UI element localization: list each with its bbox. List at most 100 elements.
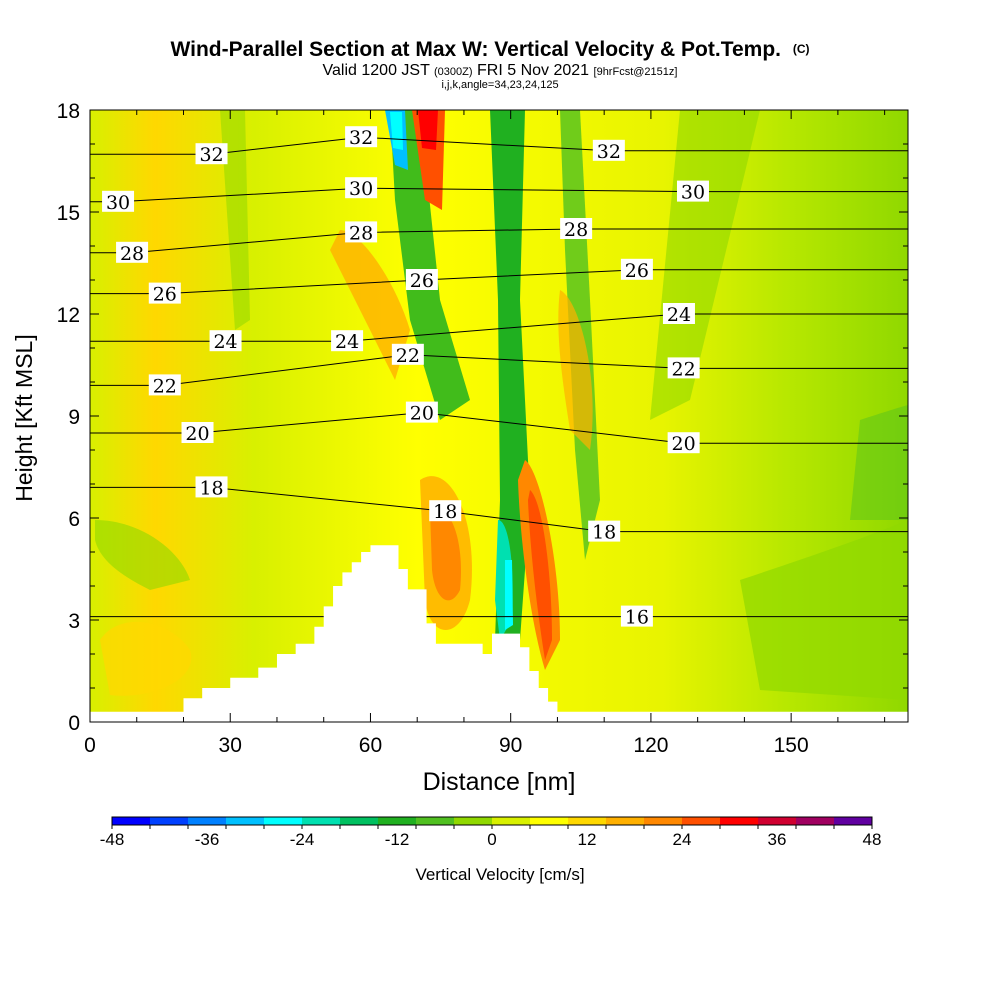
colorbar-tick-label: -36 <box>195 830 220 849</box>
colorbar-swatch <box>758 817 797 825</box>
colorbar-swatch <box>720 817 759 825</box>
colorbar-swatch <box>340 817 379 825</box>
x-tick-label: 60 <box>359 734 382 757</box>
updraft-lower-main-core <box>528 490 552 660</box>
isentrope-label: 20 <box>667 432 700 455</box>
isentrope-label: 28 <box>116 241 149 265</box>
colorbar-label: Vertical Velocity [cm/s] <box>415 865 584 884</box>
isentrope-label: 18 <box>429 500 462 523</box>
y-tick-label: 15 <box>57 202 80 225</box>
colorbar-tick-label: 12 <box>578 830 597 849</box>
colorbar-swatch <box>454 817 493 825</box>
y-axis-label: Height [Kft MSL] <box>11 334 37 501</box>
svg-text:20: 20 <box>185 423 209 445</box>
colorbar-swatch <box>492 817 531 825</box>
svg-text:24: 24 <box>667 304 691 326</box>
y-tick-label: 9 <box>68 406 80 429</box>
isentrope-label: 28 <box>560 218 593 241</box>
colorbar-swatch <box>416 817 455 825</box>
isentrope-label: 32 <box>345 126 378 149</box>
isentrope-label: 22 <box>148 374 181 397</box>
svg-text:26: 26 <box>153 284 177 306</box>
svg-text:30: 30 <box>349 178 373 200</box>
svg-text:22: 22 <box>153 375 177 397</box>
updraft-lower-left-core <box>430 508 461 601</box>
isentrope-label: 18 <box>588 520 621 544</box>
subtitle-utc: (0300Z) <box>434 66 473 78</box>
x-tick-label: 150 <box>774 734 809 757</box>
colorbar-swatch <box>226 817 265 825</box>
svg-text:20: 20 <box>410 403 434 425</box>
chart-title: Wind-Parallel Section at Max W: Vertical… <box>170 38 781 61</box>
sink-area-far-right <box>850 405 908 520</box>
isentrope-label: 20 <box>405 401 438 425</box>
colorbar-swatch <box>112 817 151 825</box>
isentrope-label: 18 <box>195 476 228 499</box>
colorbar-swatch <box>796 817 835 825</box>
colorbar-tick-label: 0 <box>487 830 496 849</box>
colorbar-swatch <box>644 817 683 825</box>
sink-band-left <box>220 110 250 330</box>
y-tick-label: 18 <box>57 100 80 123</box>
x-tick-label: 0 <box>84 734 96 757</box>
terrain <box>90 545 908 722</box>
subtitle-ijk: i,j,k,angle=34,23,24,125 <box>441 79 558 91</box>
svg-text:30: 30 <box>106 192 130 214</box>
isentrope-label: 24 <box>331 330 364 353</box>
subtitle-valid: Valid 1200 JST <box>323 62 431 79</box>
y-tick-label: 0 <box>68 712 80 735</box>
downdraft-band-main <box>390 110 470 420</box>
isentrope-label: 30 <box>345 177 378 200</box>
x-axis-label: Distance [nm] <box>423 768 576 796</box>
colorbar-swatch <box>302 817 341 825</box>
isentrope-label: 32 <box>195 143 228 166</box>
colorbar <box>111 816 873 829</box>
svg-text:20: 20 <box>672 433 696 455</box>
title-unit: (C) <box>793 42 810 56</box>
colorbar-swatch <box>568 817 607 825</box>
isentrope-label: 32 <box>592 139 625 163</box>
svg-text:30: 30 <box>681 182 705 204</box>
svg-text:16: 16 <box>625 607 649 629</box>
colorbar-swatch <box>188 817 227 825</box>
colorbar-tick-label: -48 <box>100 830 125 849</box>
isentrope-labels: 16 18 18 18 20 20 20 22 22 22 24 24 24 26 26 26 28 28 28 30… <box>102 126 709 629</box>
colorbar-swatch <box>606 817 645 825</box>
downdraft-lower-inner <box>505 560 513 630</box>
colorbar-swatch <box>264 817 303 825</box>
isentrope-label: 26 <box>620 258 653 282</box>
y-tick-labels: 0 3 6 9 12 15 18 <box>57 100 80 735</box>
colorbar-tick-label: -12 <box>385 830 410 849</box>
svg-text:32: 32 <box>597 141 621 163</box>
rising-band-upper <box>330 230 410 380</box>
x-tick-label: 120 <box>633 734 668 757</box>
colorbar-tick-label: 36 <box>768 830 787 849</box>
isentrope-label: 28 <box>345 221 378 244</box>
sink-area-lower-right <box>740 520 908 700</box>
colorbar-ticks: -48 -36 -24 -12 0 12 24 36 48 <box>100 830 882 849</box>
colorbar-tick-label: -24 <box>290 830 315 849</box>
isentrope-label: 22 <box>667 357 700 380</box>
plot-area: 16 18 18 18 20 20 20 22 22 22 24 24 24 26 26 26 28 28 28 30… <box>90 110 908 722</box>
colorbar-swatch <box>682 817 721 825</box>
isentrope-label: 22 <box>391 343 424 367</box>
y-tick-label: 6 <box>68 508 80 531</box>
sink-band-mid-left <box>95 520 190 590</box>
svg-text:24: 24 <box>213 331 237 353</box>
isentrope-label: 30 <box>676 180 709 204</box>
x-tick-label: 30 <box>219 734 242 757</box>
subtitle-date: FRI 5 Nov 2021 <box>477 62 589 79</box>
subtitle-fcst: [9hrFcst@2151z] <box>594 66 678 78</box>
colorbar-swatch <box>834 817 873 825</box>
isentrope-label: 24 <box>662 303 695 326</box>
isentrope-label: 26 <box>405 269 438 292</box>
downdraft-core-top-inner <box>390 112 403 150</box>
svg-text:32: 32 <box>349 127 373 149</box>
svg-text:Wind-Parallel Section at Max W: Wind-Parallel Section at Max W: Vertical… <box>170 38 809 61</box>
svg-text:26: 26 <box>410 270 434 292</box>
svg-text:28: 28 <box>564 219 588 241</box>
y-tick-label: 3 <box>68 610 80 633</box>
svg-text:22: 22 <box>672 358 696 380</box>
svg-text:26: 26 <box>625 260 649 282</box>
